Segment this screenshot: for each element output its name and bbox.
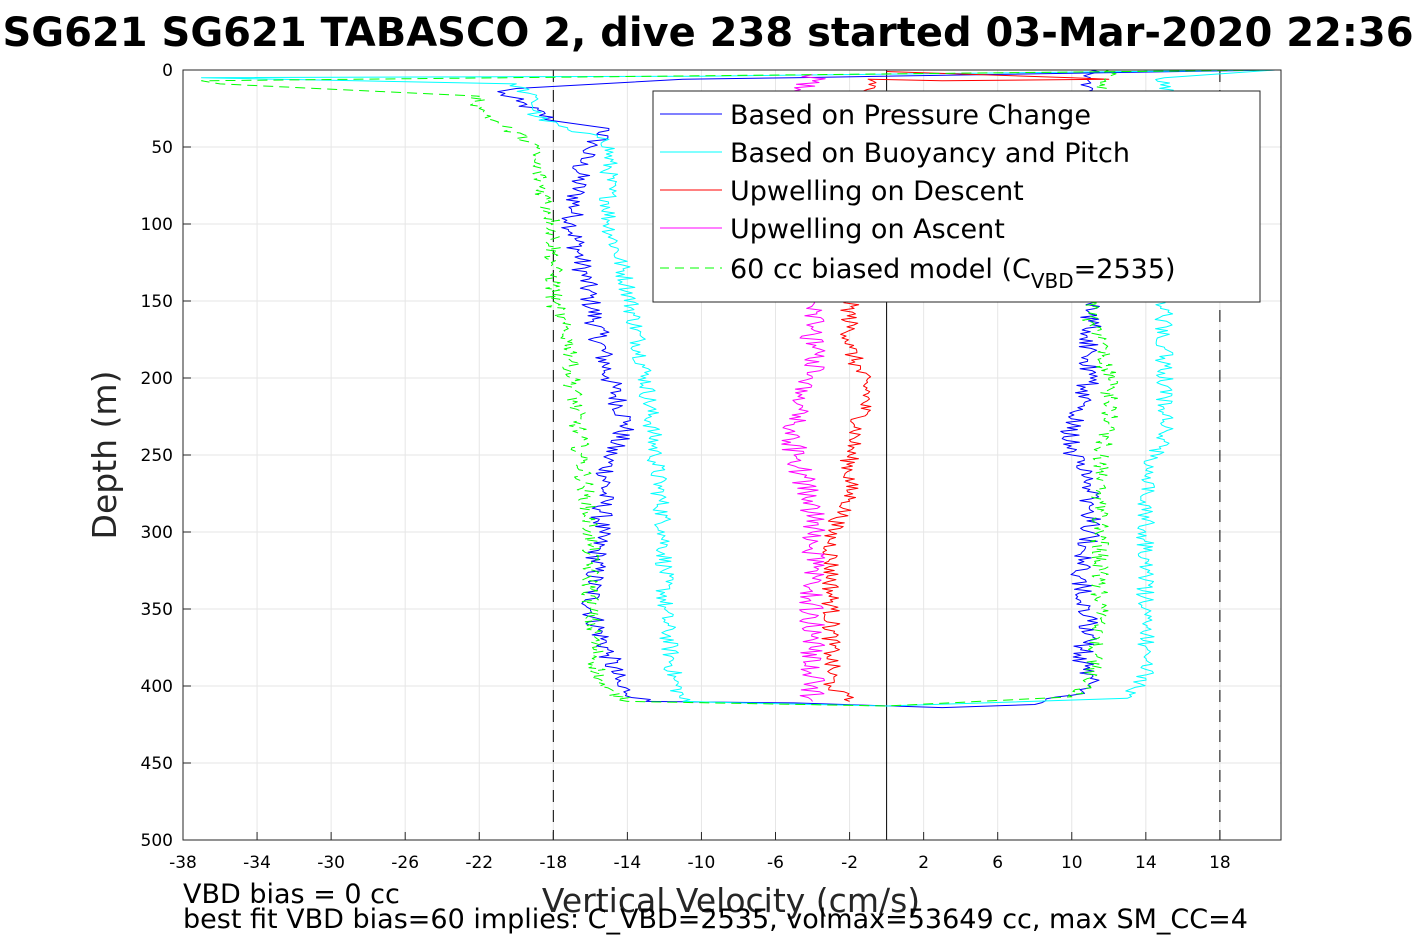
x-tick-label: -30 bbox=[317, 853, 345, 873]
vbd-bias-note: VBD bias = 0 cc bbox=[183, 879, 400, 910]
legend-label-ascent: Upwelling on Ascent bbox=[730, 214, 1005, 245]
x-tick-label: -34 bbox=[243, 853, 271, 873]
x-tick-label: -38 bbox=[169, 853, 197, 873]
x-tick-label: -10 bbox=[688, 853, 716, 873]
y-tick-label: 150 bbox=[141, 292, 173, 312]
x-axis-ticks: -38 -34 -30 -26 -22 -18 -14 -10 -6 -2 2 6 10 14 18 bbox=[169, 832, 1231, 873]
best-fit-note: best fit VBD bias=60 implies: C_VBD=2535… bbox=[183, 904, 1248, 935]
legend-label-model-subscript: VBD bbox=[1031, 269, 1074, 293]
x-tick-label: 6 bbox=[992, 853, 1003, 873]
y-tick-label: 500 bbox=[141, 831, 173, 851]
legend: Based on Pressure Change Based on Buoyan… bbox=[652, 90, 1261, 303]
legend-label-pressure: Based on Pressure Change bbox=[730, 100, 1091, 131]
x-tick-label: 18 bbox=[1209, 853, 1231, 873]
chart-title: SG621 SG621 TABASCO 2, dive 238 started … bbox=[2, 10, 1413, 56]
series-line-4 bbox=[201, 70, 1276, 707]
y-tick-label: 50 bbox=[151, 138, 173, 158]
y-tick-label: 450 bbox=[141, 754, 173, 774]
y-axis-ticks: 0 50 100 150 200 250 300 350 400 450 500 bbox=[141, 61, 191, 851]
y-tick-label: 0 bbox=[162, 61, 173, 81]
y-tick-label: 250 bbox=[141, 446, 173, 466]
x-tick-label: -14 bbox=[613, 853, 641, 873]
x-tick-label: 2 bbox=[918, 853, 929, 873]
legend-box bbox=[652, 90, 1261, 303]
x-axis-label: Vertical Velocity (cm/s) bbox=[542, 881, 920, 920]
x-tick-label: 10 bbox=[1061, 853, 1083, 873]
y-tick-label: 400 bbox=[141, 677, 173, 697]
legend-label-model-suffix: =2535) bbox=[1074, 254, 1176, 285]
y-tick-label: 350 bbox=[141, 600, 173, 620]
x-tick-label: -18 bbox=[539, 853, 567, 873]
x-tick-label: -26 bbox=[391, 853, 419, 873]
x-tick-label: -2 bbox=[841, 853, 858, 873]
legend-label-model-prefix: 60 cc biased model (C bbox=[730, 254, 1031, 285]
x-tick-label: 14 bbox=[1135, 853, 1157, 873]
x-tick-label: -6 bbox=[767, 853, 784, 873]
x-tick-label: -22 bbox=[465, 853, 493, 873]
y-tick-label: 300 bbox=[141, 523, 173, 543]
legend-label-buoyancy: Based on Buoyancy and Pitch bbox=[730, 138, 1130, 169]
y-tick-label: 100 bbox=[141, 215, 173, 235]
y-tick-label: 200 bbox=[141, 369, 173, 389]
legend-label-model: 60 cc biased model (CVBD=2535) bbox=[730, 254, 1176, 293]
y-axis-label: Depth (m) bbox=[85, 371, 124, 540]
legend-label-descent: Upwelling on Descent bbox=[730, 176, 1024, 207]
